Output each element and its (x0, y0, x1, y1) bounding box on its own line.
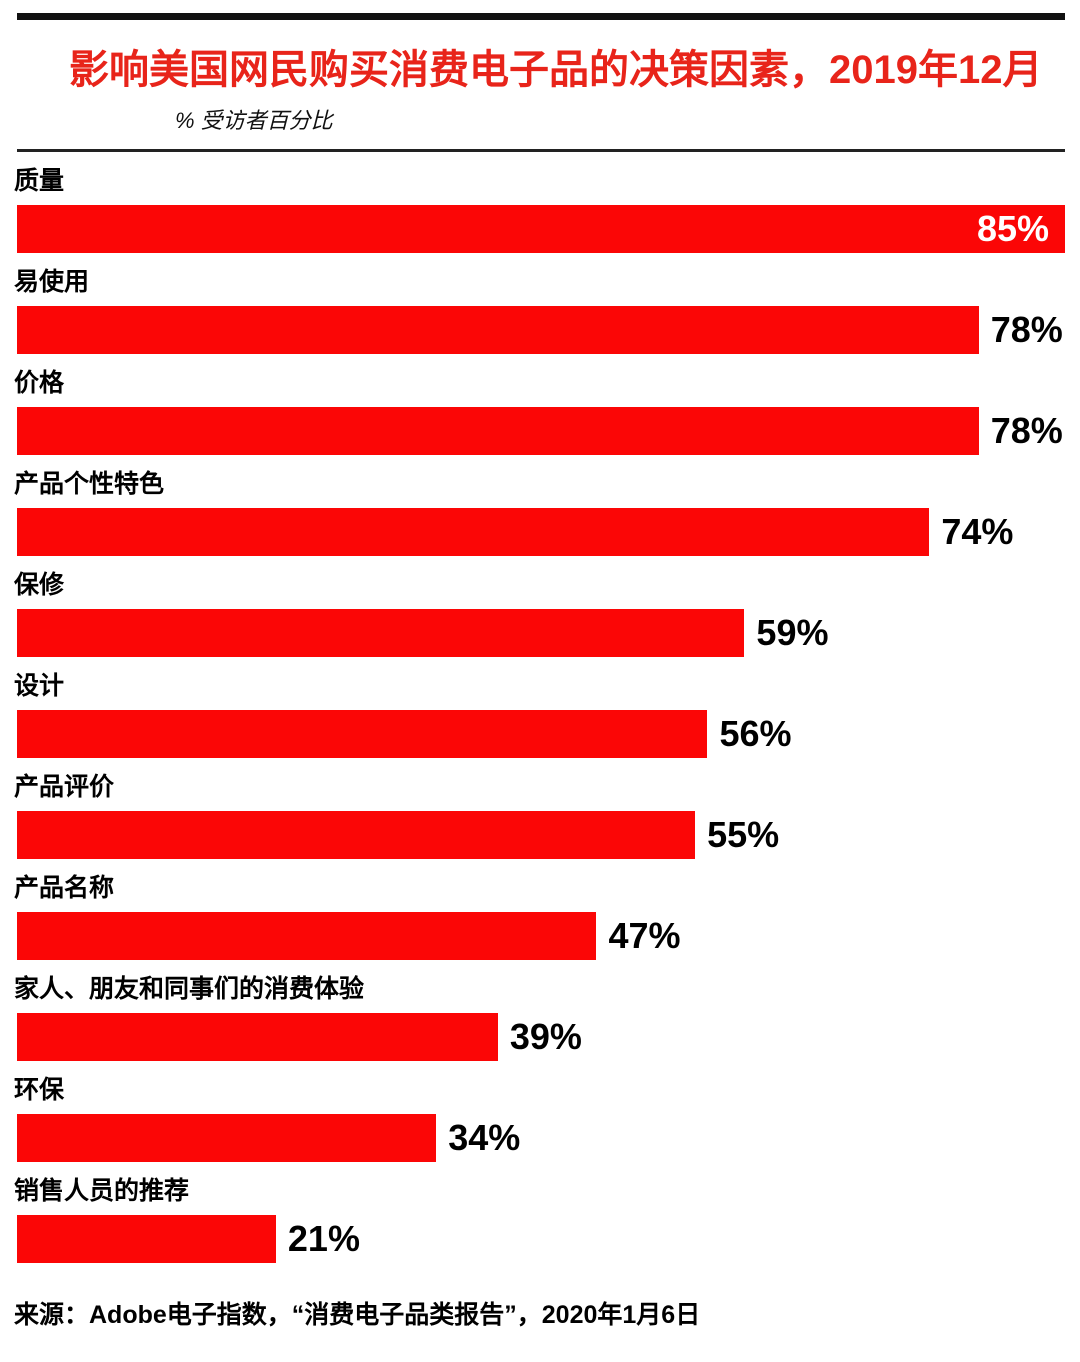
bar-row: 易使用 78% (14, 268, 1065, 355)
bar-row: 产品名称 47% (14, 874, 1065, 961)
bar-value-label-outside: 59% (756, 612, 829, 654)
bar-row: 产品评价 55% (14, 773, 1065, 860)
bar (17, 912, 597, 961)
chart-title: 影响美国网民购买消费电子品的决策因素，2019年12月 (69, 48, 1043, 92)
bar-category-label: 家人、朋友和同事们的消费体验 (14, 975, 365, 1004)
bar-value-label-outside: 78% (990, 410, 1063, 452)
bar-row: 保修 59% (14, 571, 1065, 658)
bar-row: 产品个性特色 74% (14, 470, 1065, 557)
bar-category-label: 销售人员的推荐 (14, 1177, 190, 1206)
bar-row: 销售人员的推荐 21% (14, 1177, 1065, 1264)
bar-row: 家人、朋友和同事们的消费体验 39% (14, 975, 1065, 1062)
bar-track: 78% (17, 407, 1065, 456)
bar-track: 34% (17, 1114, 1065, 1163)
bar (17, 508, 930, 557)
bar-track: 59% (17, 609, 1065, 658)
bar (17, 306, 979, 355)
bar-category-label: 保修 (14, 571, 65, 600)
bar-category-label: 产品评价 (14, 773, 115, 802)
bar (17, 811, 696, 860)
bar (17, 710, 708, 759)
top-divider (17, 13, 1065, 20)
bar-track: 56% (17, 710, 1065, 759)
bar-chart: 质量 85% 易使用 78% 价格 78% 产品个性特色 (14, 167, 1065, 1264)
bar (17, 1215, 276, 1264)
bar-value-label-outside: 56% (719, 713, 792, 755)
bar-track: 39% (17, 1013, 1065, 1062)
bar-value-label-inside: 85% (976, 208, 1049, 250)
header-divider (17, 149, 1065, 153)
bar-category-label: 产品个性特色 (14, 470, 165, 499)
bar-category-label: 产品名称 (14, 874, 115, 903)
bar (17, 407, 979, 456)
bar-value-label-outside: 34% (448, 1117, 521, 1159)
bar-row: 环保 34% (14, 1076, 1065, 1163)
bar-track: 78% (17, 306, 1065, 355)
bar-row: 价格 78% (14, 369, 1065, 456)
bar-category-label: 设计 (14, 672, 65, 701)
bar-category-label: 环保 (14, 1076, 65, 1105)
bar (17, 1114, 437, 1163)
bar-category-label: 价格 (14, 369, 65, 398)
chart-subtitle-unit-label: % 受访者百分比 (175, 108, 333, 133)
bar-category-label: 易使用 (14, 268, 90, 297)
bar-value-label-outside: 74% (941, 511, 1014, 553)
bar-track: 74% (17, 508, 1065, 557)
bar-category-label: 质量 (14, 167, 65, 196)
source-attribution: 来源：Adobe电子指数，“消费电子品类报告”，2020年1月6日 (14, 1301, 701, 1330)
bar: 85% (17, 205, 1065, 254)
bar-track: 85% (17, 205, 1065, 254)
bar-value-label-outside: 78% (990, 309, 1063, 351)
bar-track: 55% (17, 811, 1065, 860)
bar-row: 设计 56% (14, 672, 1065, 759)
bar-value-label-outside: 21% (287, 1218, 360, 1260)
bar (17, 609, 745, 658)
bar-value-label-outside: 39% (509, 1016, 582, 1058)
chart-page: 影响美国网民购买消费电子品的决策因素，2019年12月 % 受访者百分比 质量 … (0, 13, 1080, 1362)
bar (17, 1013, 498, 1062)
bar-row: 质量 85% (14, 167, 1065, 254)
bar-track: 47% (17, 912, 1065, 961)
bar-value-label-outside: 47% (608, 915, 681, 957)
bar-track: 21% (17, 1215, 1065, 1264)
bar-value-label-outside: 55% (707, 814, 780, 856)
